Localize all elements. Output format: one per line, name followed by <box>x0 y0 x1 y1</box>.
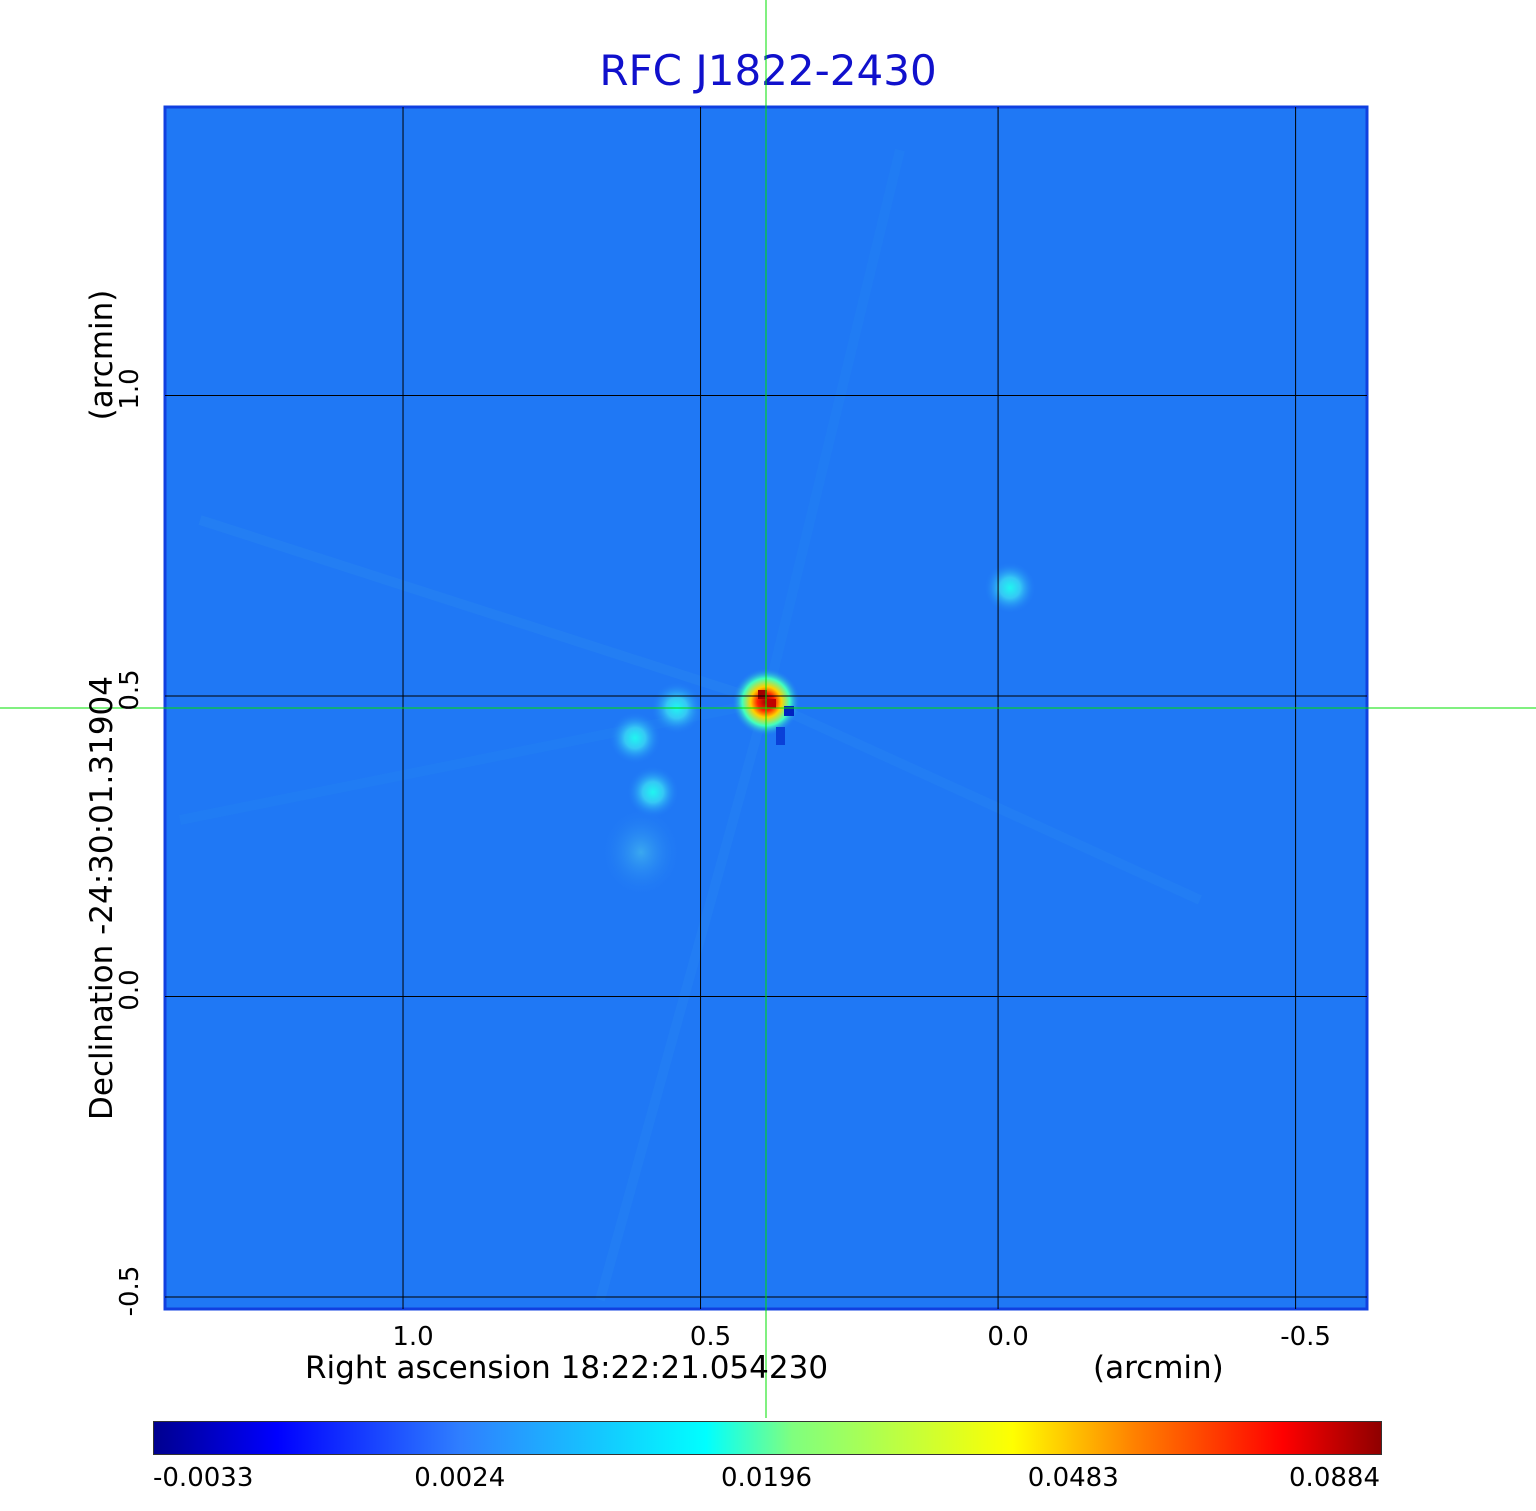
source-blob <box>626 766 679 819</box>
sidelobe-streak <box>595 700 771 1302</box>
source-blob <box>609 712 662 765</box>
crosshair <box>0 0 1536 1418</box>
sky-map[interactable] <box>0 0 1536 1420</box>
colorbar-tick-label: 0.0196 <box>721 1463 812 1493</box>
sidelobe-streak <box>761 148 905 704</box>
sidelobe-streak <box>198 515 768 707</box>
core-pixel <box>767 698 776 708</box>
x-tick-label: 1.0 <box>392 1322 434 1352</box>
faint-source <box>601 807 682 898</box>
x-tick-label: -0.5 <box>1280 1322 1331 1352</box>
y-axis-label: Declination -24:30:01.31904 <box>84 676 120 1120</box>
sidelobe-streak <box>763 697 1203 905</box>
y-tick-label: -0.5 <box>115 1265 145 1317</box>
colorbar-tick-label: 0.0884 <box>1289 1463 1380 1493</box>
x-tick-label: 0.5 <box>689 1322 732 1352</box>
colorbar-tick-label: -0.0033 <box>153 1463 254 1493</box>
colorbar <box>153 1421 1382 1455</box>
colorbar-tick-label: 0.0024 <box>414 1463 506 1493</box>
negative-pixel <box>784 705 794 716</box>
chart-title: RFC J1822-2430 <box>599 46 937 95</box>
negative-pixel <box>776 726 785 745</box>
x-axis-unit: (arcmin) <box>1093 1350 1224 1386</box>
y-axis-unit: (arcmin) <box>84 289 120 421</box>
colorbar-tick-label: 0.0483 <box>1027 1463 1119 1493</box>
x-tick-label: 0.0 <box>987 1322 1029 1352</box>
source-blob <box>983 561 1036 614</box>
core-pixel <box>758 689 767 699</box>
x-axis-label: Right ascension 18:22:21.054230 <box>305 1350 829 1386</box>
